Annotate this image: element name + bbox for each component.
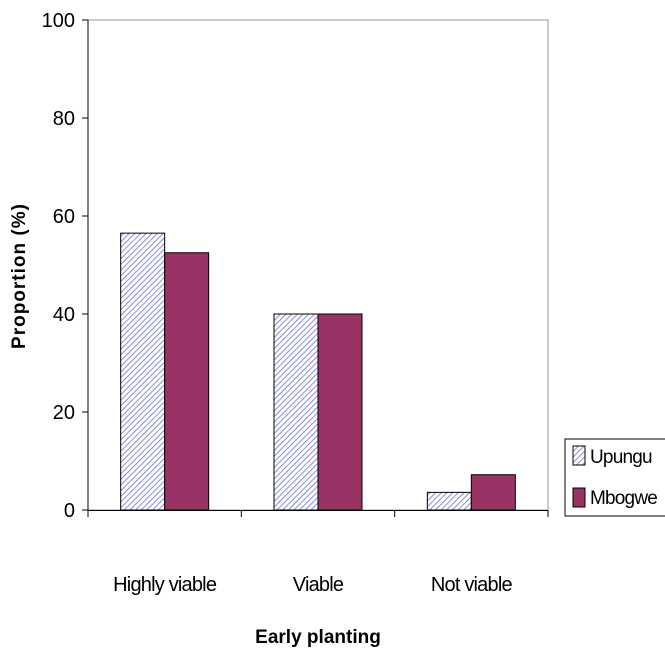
bar-upungu-highly-viable: [120, 232, 166, 511]
legend-swatch-upungu: [572, 445, 586, 466]
x-ticks-group: Highly viable Viable Not viable: [87, 510, 549, 596]
x-category-label-not-viable: Not viable: [431, 574, 513, 596]
y-tick-label-40: 40: [53, 304, 75, 326]
bar-mbogwe-viable: [317, 313, 363, 511]
x-category-label-highly-viable: Highly viable: [113, 574, 217, 596]
bar-mbogwe-highly-viable: [164, 252, 210, 511]
y-tick-label-100: 100: [42, 10, 75, 32]
bar-upungu-not-viable: [426, 491, 472, 511]
bars-group: [120, 232, 516, 511]
y-tick-label-80: 80: [53, 108, 75, 130]
x-category-label-viable: Viable: [293, 574, 344, 596]
legend: Upungu Mbogwe: [564, 438, 665, 517]
y-tick-label-0: 0: [64, 500, 75, 522]
bar-mbogwe-not-viable: [470, 474, 516, 511]
bar-upungu-viable: [273, 313, 319, 511]
y-tick-label-20: 20: [53, 402, 75, 424]
legend-label-upungu: Upungu: [590, 447, 652, 468]
y-ticks-group: 0 20 40 60 80 100: [42, 10, 88, 522]
legend-label-mbogwe: Mbogwe: [590, 488, 657, 509]
x-axis-title: Early planting: [255, 627, 381, 648]
legend-swatch-mbogwe: [572, 487, 586, 508]
y-tick-label-60: 60: [53, 206, 75, 228]
y-axis-title: Proportion (%): [9, 203, 30, 349]
